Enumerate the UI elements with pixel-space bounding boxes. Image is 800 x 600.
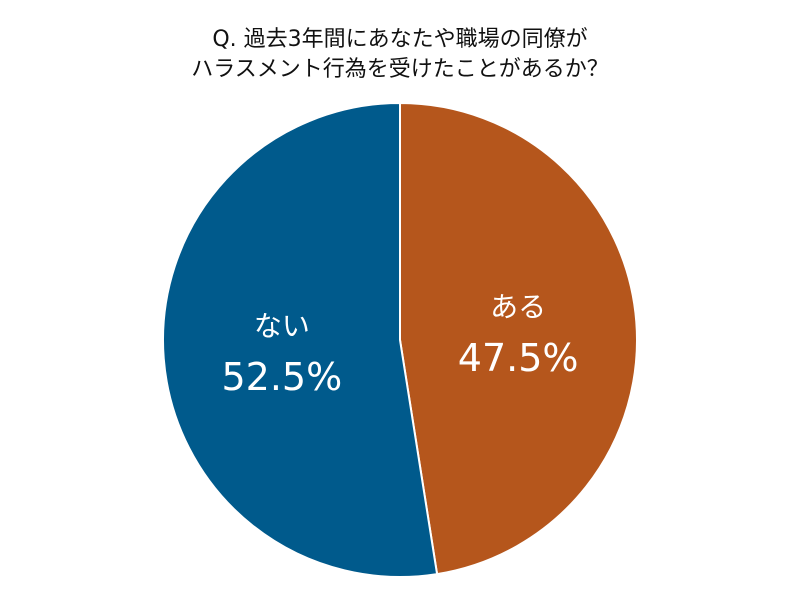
chart-title: Q. 過去3年間にあなたや職場の同僚が (212, 27, 587, 52)
slice-value: 47.5% (458, 336, 579, 380)
pie-slice (162, 101, 439, 578)
slice-label: ない (254, 309, 310, 342)
pie-slice (399, 101, 638, 576)
slice-label: ある (490, 291, 546, 324)
slice-value: 52.5% (222, 355, 343, 399)
chart-title: ハラスメント行為を受けたことがあるか？ (191, 57, 609, 82)
